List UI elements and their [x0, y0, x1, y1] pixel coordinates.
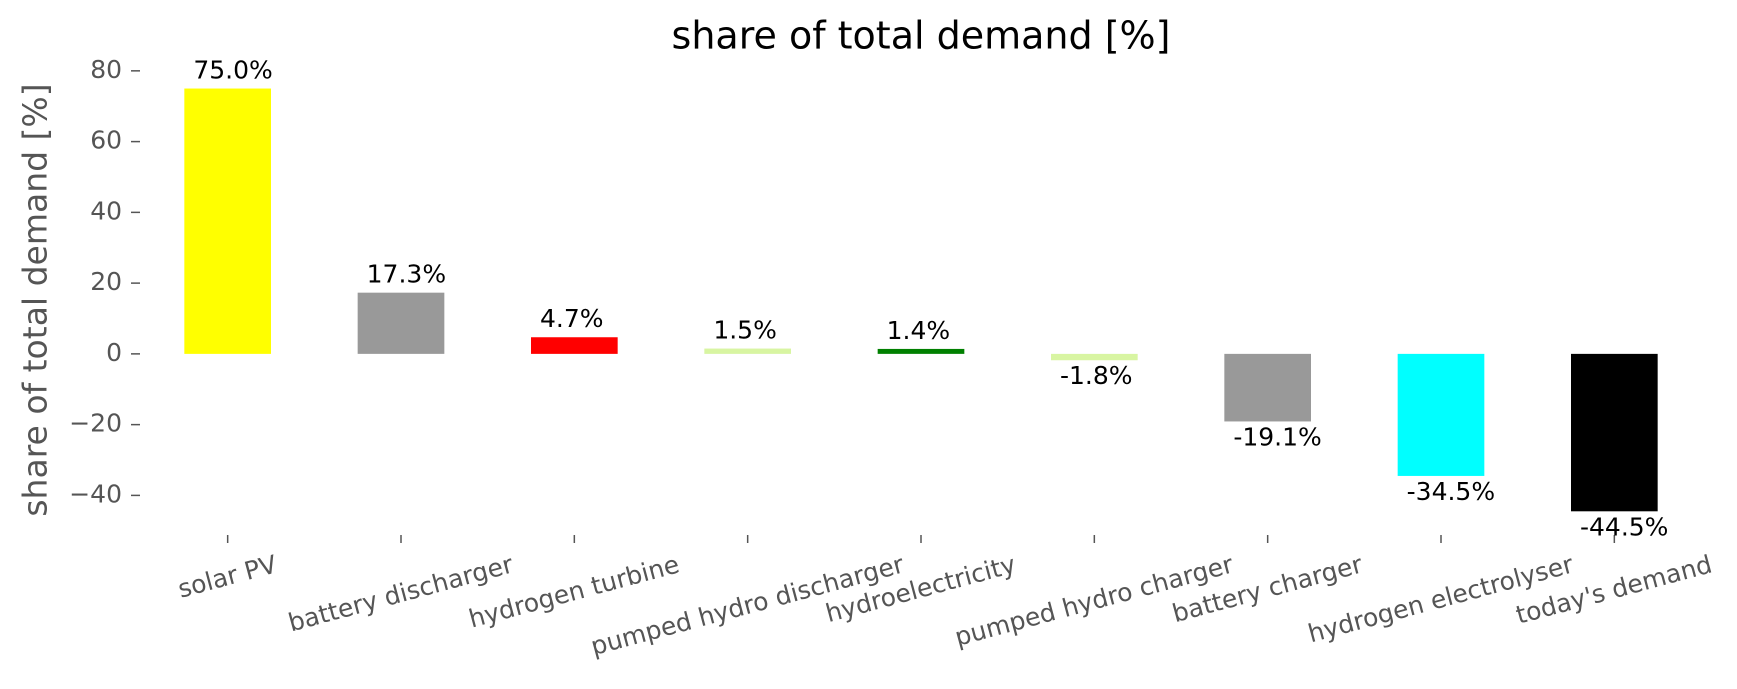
- y-tick-label: 0: [106, 338, 122, 367]
- value-label: 17.3%: [367, 260, 446, 289]
- bar: [704, 348, 791, 354]
- bar: [531, 337, 618, 354]
- y-tick-label: 80: [90, 55, 122, 84]
- chart-title: share of total demand [%]: [672, 14, 1171, 58]
- bar: [1571, 353, 1658, 512]
- y-tick-label: −20: [69, 409, 122, 438]
- value-label: -19.1%: [1233, 422, 1321, 451]
- y-tick-label: 20: [90, 267, 122, 296]
- value-label: -1.8%: [1060, 361, 1133, 390]
- bar: [1051, 353, 1138, 361]
- value-label: 4.7%: [540, 304, 604, 333]
- value-label: 1.5%: [713, 316, 777, 345]
- value-label: 1.4%: [887, 316, 951, 345]
- y-axis-label: share of total demand [%]: [16, 83, 55, 516]
- value-label: -34.5%: [1407, 477, 1495, 506]
- bar: [877, 348, 965, 354]
- y-tick-label: 60: [90, 126, 122, 155]
- y-tick-label: −40: [69, 479, 122, 508]
- bar: [1224, 353, 1311, 422]
- bar: [1397, 353, 1485, 476]
- value-label: -44.5%: [1580, 512, 1668, 541]
- value-label: 75.0%: [193, 56, 272, 85]
- bar: [357, 292, 445, 354]
- y-tick-label: 40: [90, 196, 122, 225]
- x-tick-label: solar PV: [175, 550, 280, 604]
- bar: [184, 88, 271, 354]
